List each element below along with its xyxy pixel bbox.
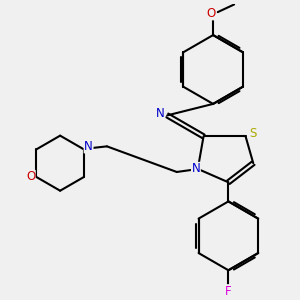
Text: N: N: [84, 140, 93, 153]
Text: F: F: [225, 285, 232, 298]
Text: S: S: [249, 127, 256, 140]
Text: O: O: [26, 170, 35, 183]
Text: O: O: [207, 7, 216, 20]
Text: N: N: [191, 162, 200, 176]
Text: N: N: [156, 107, 165, 120]
